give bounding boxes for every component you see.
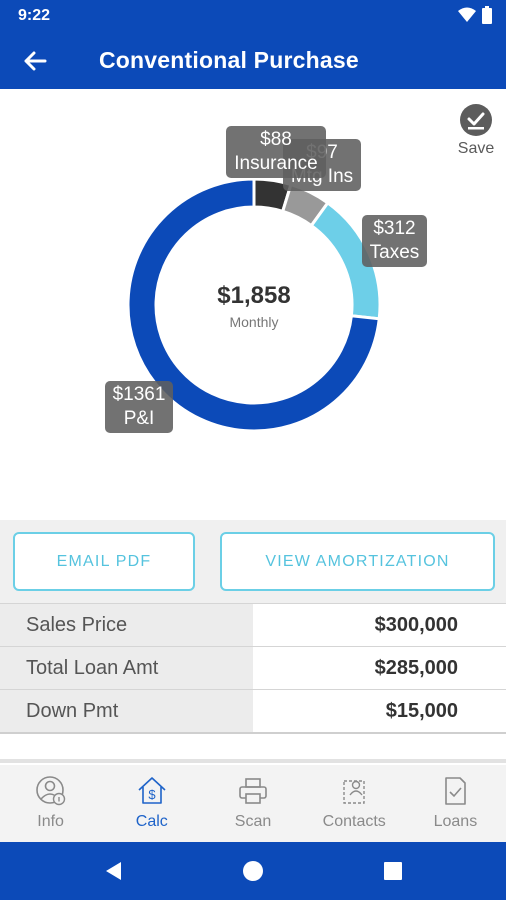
row-label: Sales Price	[0, 604, 253, 646]
row-value: $300,000	[253, 604, 506, 646]
loan-summary-table: Sales Price $300,000 Total Loan Amt $285…	[0, 603, 506, 732]
check-circle-icon	[460, 104, 492, 136]
nav-item-label: Calc	[135, 813, 168, 830]
arrow-left-icon	[24, 51, 47, 71]
slice-label-pi-name: P&I	[123, 408, 155, 429]
slice-label-taxes-name: Taxes	[369, 242, 420, 263]
house-dollar-icon: $	[138, 777, 166, 804]
person-info-icon	[35, 776, 65, 806]
status-time: 9:22	[18, 7, 51, 24]
donut-chart	[126, 177, 382, 433]
save-label: Save	[457, 140, 495, 157]
nav-item-label: Contacts	[322, 813, 386, 830]
wifi-icon	[458, 7, 476, 22]
svg-text:$: $	[148, 787, 156, 802]
battery-icon	[482, 6, 492, 24]
table-row: Sales Price $300,000	[0, 603, 506, 646]
system-home-button[interactable]	[240, 858, 266, 884]
nav-item-calc[interactable]: $ Calc	[101, 765, 202, 842]
view-amortization-button[interactable]: VIEW AMORTIZATION	[220, 532, 495, 591]
save-button[interactable]: Save	[452, 104, 500, 166]
status-bar: 9:22	[0, 0, 506, 32]
nav-item-loans[interactable]: Loans	[405, 765, 506, 842]
document-check-icon	[445, 777, 467, 805]
table-divider	[0, 732, 506, 734]
slice-label-insurance-name: Insurance	[234, 153, 318, 174]
nav-item-scan[interactable]: Scan	[202, 765, 303, 842]
slice-label-pi-amount: $1361	[112, 384, 166, 405]
circle-home-icon	[243, 861, 263, 881]
email-pdf-button[interactable]: EMAIL PDF	[13, 532, 195, 591]
nav-item-label: Loans	[433, 813, 478, 830]
printer-icon	[239, 778, 267, 804]
slice-label-insurance-amount: $88	[260, 129, 292, 150]
system-recents-button[interactable]	[380, 858, 406, 884]
system-back-button[interactable]	[100, 858, 126, 884]
page-title: Conventional Purchase	[99, 47, 359, 73]
slice-label-pi: $1361 P&I	[105, 381, 173, 433]
monthly-label: Monthly	[229, 314, 279, 330]
square-recents-icon	[384, 862, 402, 880]
contacts-icon	[343, 780, 365, 804]
nav-item-contacts[interactable]: Contacts	[304, 765, 405, 842]
table-row: Down Pmt $15,000	[0, 689, 506, 732]
slice-label-insurance: $88 Insurance	[226, 126, 326, 178]
row-value: $285,000	[253, 647, 506, 689]
back-button[interactable]	[18, 44, 52, 78]
app-bar: Conventional Purchase	[0, 32, 506, 89]
monthly-total: $1,858	[217, 282, 291, 309]
donut-slice-p-i[interactable]	[126, 177, 381, 433]
bottom-nav: Info $ Calc Scan Contacts Loans	[0, 765, 506, 842]
status-icons	[458, 6, 492, 24]
table-row: Total Loan Amt $285,000	[0, 646, 506, 689]
nav-divider	[0, 759, 506, 763]
nav-item-label: Scan	[234, 813, 272, 830]
nav-item-label: Info	[37, 813, 64, 830]
slice-label-taxes: $312 Taxes	[362, 215, 427, 267]
row-value: $15,000	[253, 690, 506, 732]
triangle-back-icon	[106, 862, 121, 880]
slice-label-taxes-amount: $312	[373, 218, 416, 239]
system-nav-bar	[0, 842, 506, 900]
nav-item-info[interactable]: Info	[0, 765, 101, 842]
row-label: Total Loan Amt	[0, 647, 253, 689]
row-label: Down Pmt	[0, 690, 253, 732]
